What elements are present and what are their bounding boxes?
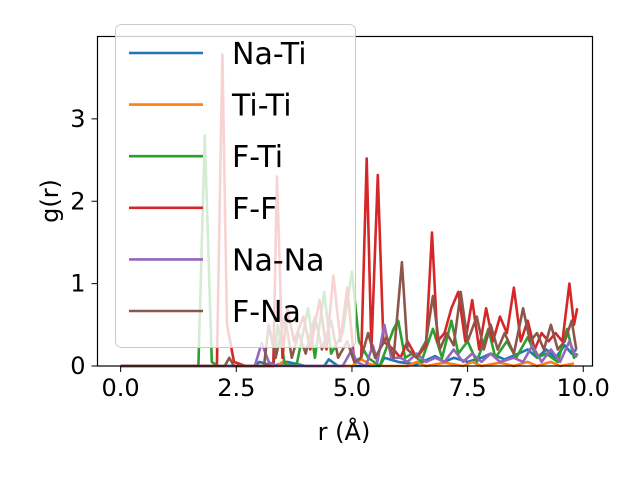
x-tick-label: 0.0 — [102, 374, 140, 402]
legend-label-f-ti: F-Ti — [232, 140, 283, 175]
x-tick-label: 2.5 — [217, 374, 255, 402]
x-tick-label: 7.5 — [449, 374, 487, 402]
legend-label-na-ti: Na-Ti — [232, 37, 307, 72]
legend-label-f-na: F-Na — [232, 295, 301, 330]
ticks-layer: 0.0 2.5 5.0 7.5 10.0 0 1 2 3 — [70, 105, 610, 402]
legend-label-na-na: Na-Na — [232, 243, 324, 278]
y-tick-label: 0 — [70, 352, 85, 380]
legend-label-ti-ti: Ti-Ti — [231, 89, 292, 124]
legend-label-f-f: F-F — [232, 192, 277, 227]
y-axis-label: g(r) — [36, 179, 64, 223]
x-axis-label: r (Å) — [318, 417, 371, 446]
y-tick-label: 2 — [70, 187, 85, 215]
y-tick-label: 3 — [70, 105, 85, 133]
y-tick-label: 1 — [70, 270, 85, 298]
x-tick-label: 5.0 — [333, 374, 371, 402]
legend: Na-Ti Ti-Ti F-Ti F-F Na-Na F-Na — [115, 24, 356, 348]
series-line-na-na — [120, 323, 578, 368]
x-tick-label: 10.0 — [557, 374, 610, 402]
